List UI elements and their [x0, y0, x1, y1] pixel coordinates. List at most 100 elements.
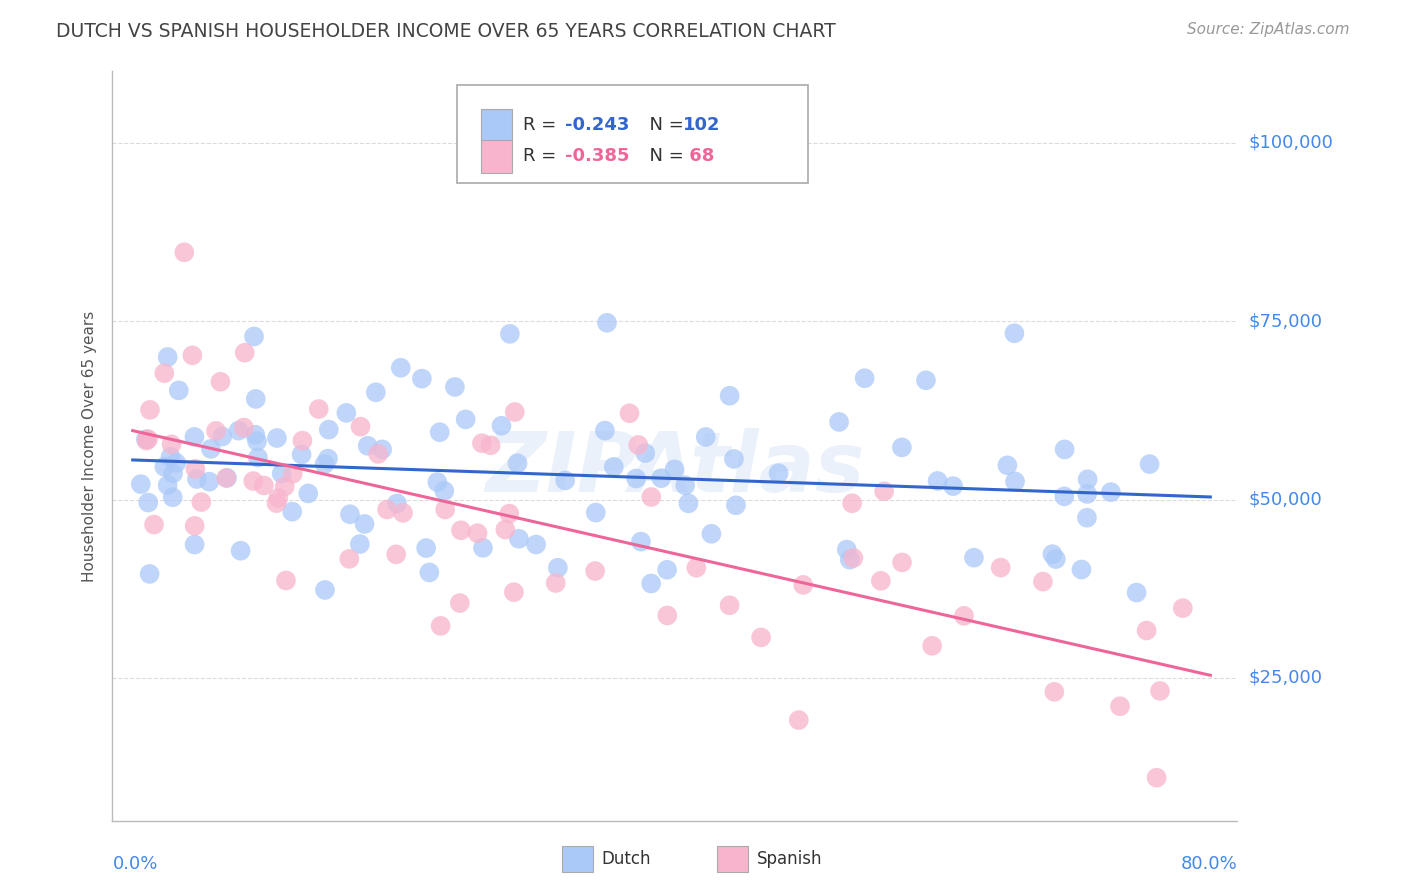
Point	[471, 436, 494, 450]
Point	[392, 506, 415, 520]
Point	[335, 406, 357, 420]
Point	[1053, 489, 1076, 503]
Point	[228, 424, 250, 438]
Point	[508, 532, 530, 546]
Point	[183, 430, 205, 444]
Point	[1045, 552, 1067, 566]
Point	[274, 574, 297, 588]
Point	[205, 424, 228, 438]
Text: Spanish: Spanish	[756, 850, 823, 868]
Point	[927, 474, 949, 488]
Point	[655, 563, 678, 577]
Point	[838, 552, 860, 566]
Point	[990, 560, 1012, 574]
Point	[1135, 624, 1157, 638]
Point	[162, 467, 184, 481]
Point	[491, 418, 513, 433]
Point	[434, 502, 457, 516]
Point	[129, 477, 152, 491]
Point	[266, 431, 288, 445]
Point	[544, 576, 567, 591]
Point	[281, 505, 304, 519]
Point	[472, 541, 495, 555]
Point	[995, 458, 1018, 473]
Point	[479, 438, 502, 452]
Point	[695, 430, 717, 444]
Point	[267, 491, 290, 505]
Point	[673, 478, 696, 492]
Point	[156, 478, 179, 492]
Point	[316, 451, 339, 466]
Point	[266, 496, 288, 510]
Point	[502, 585, 524, 599]
Point	[229, 543, 252, 558]
Point	[678, 496, 700, 510]
Point	[718, 599, 741, 613]
Y-axis label: Householder Income Over 65 years: Householder Income Over 65 years	[82, 310, 97, 582]
Point	[209, 375, 232, 389]
Point	[596, 316, 619, 330]
Point	[371, 442, 394, 457]
Point	[1040, 547, 1063, 561]
Point	[353, 516, 375, 531]
Point	[337, 551, 360, 566]
Point	[640, 576, 662, 591]
Point	[339, 508, 361, 522]
Point	[499, 326, 522, 341]
Point	[181, 348, 204, 362]
Point	[449, 596, 471, 610]
Point	[506, 456, 529, 470]
Point	[135, 434, 157, 448]
Text: N =: N =	[638, 116, 690, 134]
Text: 102: 102	[683, 116, 721, 134]
Point	[367, 447, 389, 461]
Point	[787, 713, 810, 727]
Point	[349, 537, 371, 551]
Point	[159, 450, 181, 464]
Point	[291, 434, 314, 448]
Text: ZIPAtlas: ZIPAtlas	[485, 428, 865, 509]
Text: -0.243: -0.243	[565, 116, 630, 134]
Point	[433, 483, 456, 498]
Point	[143, 517, 166, 532]
Point	[153, 366, 176, 380]
Point	[603, 459, 626, 474]
Point	[429, 425, 451, 440]
Point	[160, 437, 183, 451]
Point	[700, 526, 723, 541]
Point	[183, 538, 205, 552]
Point	[942, 479, 965, 493]
Point	[627, 438, 650, 452]
Point	[190, 495, 212, 509]
Point	[1125, 585, 1147, 599]
Point	[1099, 485, 1122, 500]
Point	[1053, 442, 1076, 457]
Point	[411, 371, 433, 385]
Point	[657, 608, 679, 623]
Point	[454, 412, 477, 426]
Point	[245, 427, 267, 442]
Text: $75,000: $75,000	[1249, 312, 1323, 330]
Point	[1146, 771, 1168, 785]
Text: $50,000: $50,000	[1249, 491, 1322, 508]
Point	[503, 405, 526, 419]
Text: Dutch: Dutch	[602, 850, 651, 868]
Text: DUTCH VS SPANISH HOUSEHOLDER INCOME OVER 65 YEARS CORRELATION CHART: DUTCH VS SPANISH HOUSEHOLDER INCOME OVER…	[56, 22, 837, 41]
Point	[253, 478, 276, 492]
Point	[619, 406, 641, 420]
Point	[1149, 684, 1171, 698]
Point	[593, 424, 616, 438]
Point	[828, 415, 851, 429]
Point	[270, 467, 292, 481]
Point	[183, 519, 205, 533]
Text: R =: R =	[523, 147, 562, 165]
Point	[953, 608, 976, 623]
Point	[246, 434, 269, 449]
Point	[467, 526, 489, 541]
Point	[385, 496, 408, 510]
Point	[547, 560, 569, 574]
Point	[429, 619, 451, 633]
Point	[375, 502, 398, 516]
Point	[211, 429, 233, 443]
Point	[136, 495, 159, 509]
